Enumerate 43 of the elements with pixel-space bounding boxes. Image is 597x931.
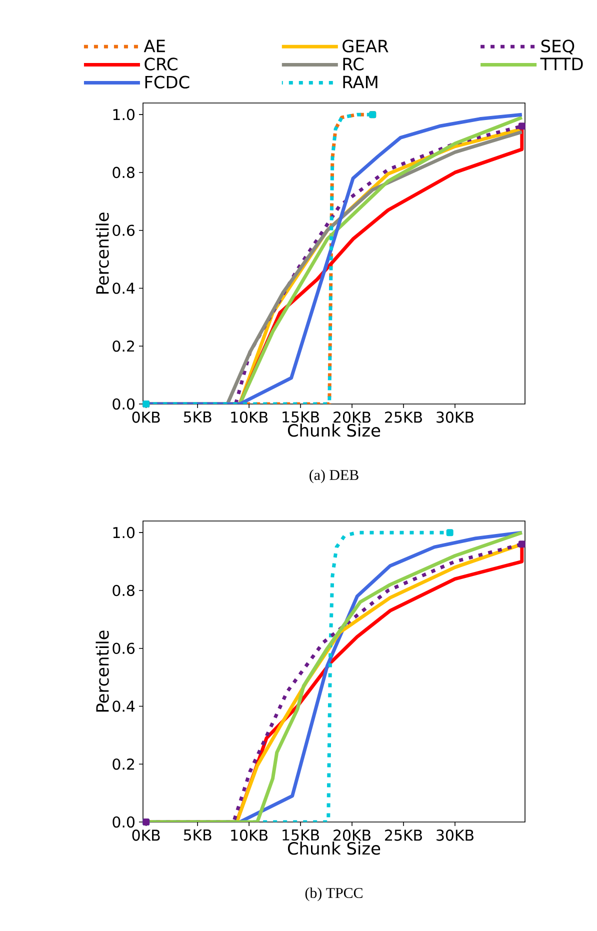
x-tick-label: 25KB bbox=[385, 830, 422, 841]
y-tick-label: 0.2 bbox=[112, 758, 134, 770]
legend-label: TTTD bbox=[540, 58, 583, 70]
y-tick-label: 0.6 bbox=[112, 642, 135, 654]
x-tick-label: 10KB bbox=[231, 830, 268, 841]
x-tick-label: 15KB bbox=[282, 830, 320, 841]
x-tick-label: 15KB bbox=[282, 412, 320, 423]
x-tick-label: 5KB bbox=[184, 830, 212, 841]
x-tick-label: 25KB bbox=[385, 412, 422, 423]
legend-label: SEQ bbox=[541, 40, 574, 54]
text: (b) TPCC bbox=[305, 888, 362, 902]
x-tick-label: 10KB bbox=[231, 412, 268, 423]
y-tick-label: 1.0 bbox=[113, 108, 134, 120]
legend-label: FCDC bbox=[145, 76, 190, 89]
point bbox=[518, 540, 526, 548]
x-tick-label: 20KB bbox=[334, 412, 370, 423]
point bbox=[446, 529, 454, 536]
legend-label: CRC bbox=[144, 58, 178, 70]
y-tick-label: 0.8 bbox=[112, 166, 134, 178]
legend-label: RAM bbox=[343, 76, 378, 88]
legend-label: AE bbox=[144, 40, 165, 52]
x-tick-label: 30KB bbox=[436, 412, 474, 423]
y-tick-label: 0.0 bbox=[112, 816, 134, 828]
y-tick-label: 0.2 bbox=[112, 340, 134, 352]
x-tick-label: 20KB bbox=[334, 830, 370, 841]
x-axis-title: Chunk Size bbox=[288, 842, 380, 855]
text: (a) DEB bbox=[310, 470, 358, 484]
y-axis-title: Percentile bbox=[96, 630, 109, 712]
y-tick-label: 0.4 bbox=[112, 282, 135, 294]
legend-label: RC bbox=[343, 58, 364, 70]
x-tick-label: 0KB bbox=[132, 830, 160, 841]
y-tick-label: 0.8 bbox=[112, 584, 134, 596]
y-tick-label: 0.6 bbox=[112, 224, 135, 236]
point bbox=[518, 122, 526, 130]
x-tick-label: 0KB bbox=[132, 412, 160, 423]
x-tick-label: 30KB bbox=[436, 830, 474, 841]
y-tick-label: 0.0 bbox=[112, 398, 134, 410]
x-tick-label: 5KB bbox=[184, 412, 212, 423]
y-tick-label: 1.0 bbox=[113, 526, 134, 538]
x-axis-title: Chunk Size bbox=[288, 424, 380, 437]
legend-label: GEAR bbox=[342, 40, 388, 52]
y-axis-title: Percentile bbox=[96, 212, 109, 294]
y-tick-label: 0.4 bbox=[112, 700, 135, 712]
